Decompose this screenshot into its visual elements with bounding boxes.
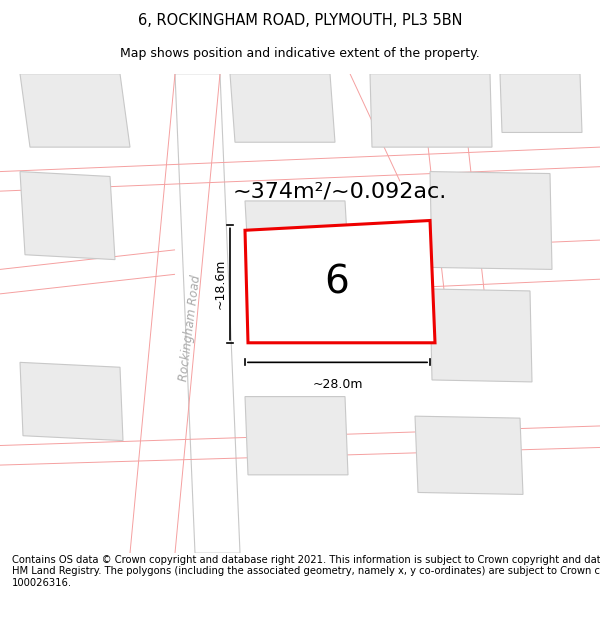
Polygon shape (245, 221, 435, 343)
Polygon shape (20, 362, 123, 441)
Polygon shape (175, 74, 240, 553)
Polygon shape (245, 397, 348, 475)
Text: ~18.6m: ~18.6m (214, 259, 227, 309)
Text: 6, ROCKINGHAM ROAD, PLYMOUTH, PL3 5BN: 6, ROCKINGHAM ROAD, PLYMOUTH, PL3 5BN (138, 13, 462, 28)
Polygon shape (20, 172, 115, 259)
Text: Rockingham Road: Rockingham Road (177, 274, 203, 382)
Text: Contains OS data © Crown copyright and database right 2021. This information is : Contains OS data © Crown copyright and d… (12, 554, 600, 588)
Polygon shape (415, 416, 523, 494)
Polygon shape (430, 289, 532, 382)
Polygon shape (500, 74, 582, 132)
Polygon shape (230, 74, 335, 142)
Text: 6: 6 (325, 263, 349, 301)
Text: Map shows position and indicative extent of the property.: Map shows position and indicative extent… (120, 47, 480, 59)
Text: ~28.0m: ~28.0m (312, 378, 363, 391)
Polygon shape (245, 201, 350, 289)
Polygon shape (370, 74, 492, 147)
Polygon shape (20, 74, 130, 147)
Polygon shape (430, 172, 552, 269)
Text: ~374m²/~0.092ac.: ~374m²/~0.092ac. (233, 181, 447, 201)
